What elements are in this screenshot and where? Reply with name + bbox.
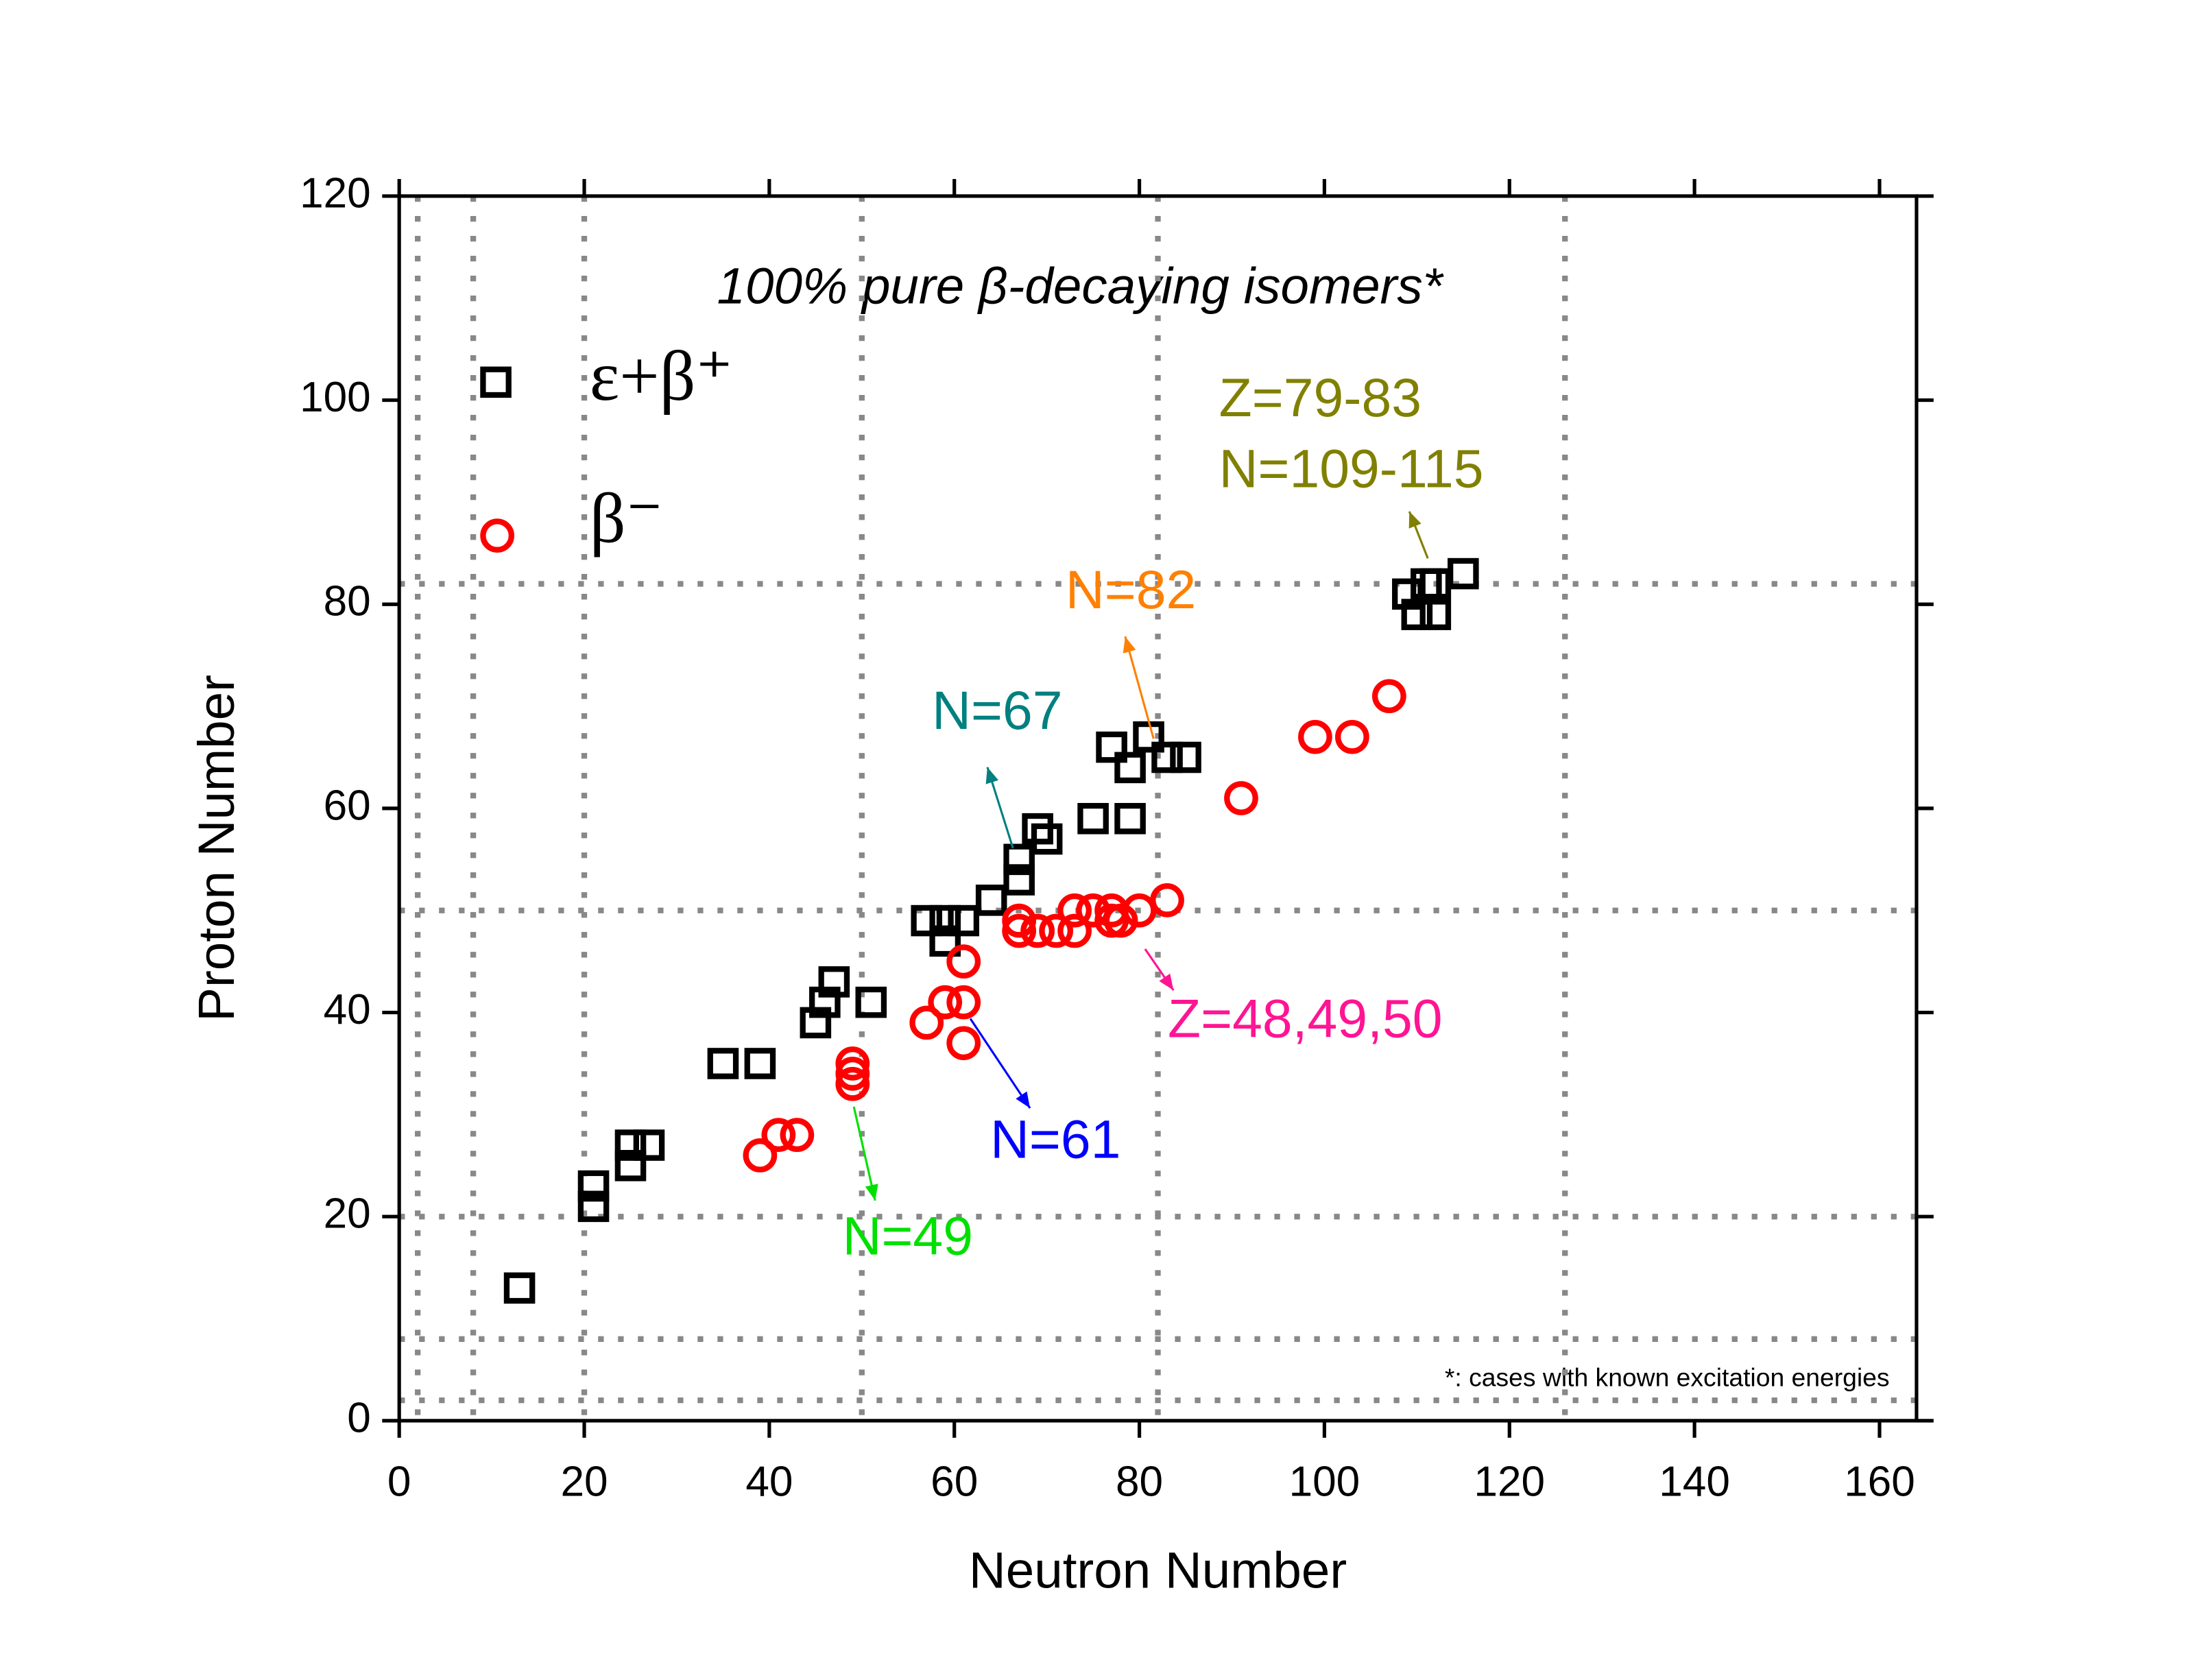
point — [1002, 913, 1037, 948]
annotation-arrowhead — [985, 767, 999, 784]
point — [1077, 802, 1109, 835]
point — [1096, 731, 1127, 763]
y-axis-label: Proton Number — [187, 675, 245, 1022]
point — [909, 1005, 944, 1040]
y-tick-label: 100 — [300, 374, 371, 421]
annotation-arrow — [852, 1106, 876, 1201]
point — [780, 1118, 815, 1153]
point — [946, 1026, 981, 1061]
annotation-arrow — [1124, 636, 1155, 739]
point — [1151, 741, 1183, 773]
point — [1057, 893, 1092, 928]
annotation-arrowhead — [865, 1184, 878, 1201]
legend-label: β⁻ — [590, 479, 663, 557]
point — [614, 1129, 647, 1161]
point — [1057, 913, 1092, 948]
point — [1448, 557, 1479, 590]
legend-marker — [480, 366, 512, 398]
y-tick-label: 120 — [300, 169, 371, 217]
x-tick-label: 20 — [560, 1459, 608, 1506]
point — [743, 1138, 778, 1173]
point — [1371, 679, 1406, 714]
y-tick-label: 60 — [324, 782, 371, 829]
point — [1020, 913, 1055, 948]
point — [1103, 903, 1138, 938]
point — [1002, 903, 1037, 938]
x-tick-label: 0 — [387, 1459, 411, 1506]
annotation: N=49 — [843, 1206, 973, 1267]
point — [1003, 864, 1035, 896]
annotation-arrowhead — [1159, 973, 1174, 991]
point — [1114, 752, 1146, 784]
point — [975, 885, 1007, 916]
point — [761, 1118, 796, 1153]
annotation: Z=48,49,50 — [1168, 989, 1442, 1049]
point — [1150, 883, 1184, 917]
y-tick-label: 20 — [324, 1190, 371, 1238]
annotation: Z=79-83 — [1219, 368, 1422, 428]
x-tick-label: 160 — [1844, 1459, 1915, 1506]
point — [577, 1190, 610, 1223]
x-tick-label: 100 — [1289, 1459, 1360, 1506]
annotation-arrow — [969, 1018, 1031, 1109]
point — [1114, 802, 1146, 835]
point — [929, 904, 961, 937]
y-tick-label: 0 — [347, 1394, 371, 1441]
point — [744, 1048, 776, 1079]
point — [946, 985, 981, 1020]
footnote: *: cases with known excitation energies — [1445, 1363, 1890, 1392]
point — [1419, 599, 1452, 630]
point — [1003, 843, 1035, 876]
point — [1031, 823, 1063, 855]
point — [946, 944, 981, 979]
annotation: N=67 — [932, 680, 1062, 741]
point — [1298, 719, 1332, 754]
point — [633, 1129, 665, 1161]
x-tick-label: 140 — [1659, 1459, 1730, 1506]
x-tick-label: 80 — [1116, 1459, 1163, 1506]
point — [948, 904, 980, 937]
point — [1224, 781, 1258, 815]
point — [1170, 741, 1201, 773]
point — [809, 986, 841, 1018]
x-tick-label: 40 — [745, 1459, 793, 1506]
point — [503, 1272, 536, 1304]
point — [614, 1150, 647, 1181]
x-axis-label: Neutron Number — [969, 1541, 1347, 1598]
point — [911, 904, 943, 937]
point — [707, 1048, 739, 1079]
point — [1335, 719, 1369, 754]
point — [835, 1056, 870, 1091]
point — [929, 925, 961, 957]
x-tick-label: 60 — [931, 1459, 978, 1506]
annotation-arrowhead — [1123, 636, 1136, 653]
point — [835, 1046, 870, 1081]
chart-title: 100% pure β-decaying isomers* — [717, 256, 1444, 314]
x-tick-label: 120 — [1474, 1459, 1545, 1506]
y-tick-label: 80 — [324, 578, 371, 625]
annotation-arrowhead — [1016, 1091, 1031, 1109]
y-tick-label: 40 — [324, 986, 371, 1033]
legend-label: ε+β⁺ — [590, 337, 733, 416]
point — [577, 1170, 610, 1202]
point — [818, 966, 850, 998]
point — [928, 985, 963, 1020]
point — [800, 1007, 832, 1039]
annotation: N=109-115 — [1219, 439, 1484, 499]
legend-marker — [480, 518, 515, 553]
annotation: N=82 — [1066, 560, 1196, 620]
point — [835, 1066, 870, 1101]
point — [855, 986, 887, 1018]
annotation: N=61 — [990, 1109, 1120, 1170]
annotation-arrowhead — [1408, 511, 1422, 529]
point — [1039, 913, 1074, 948]
point — [1401, 599, 1433, 630]
